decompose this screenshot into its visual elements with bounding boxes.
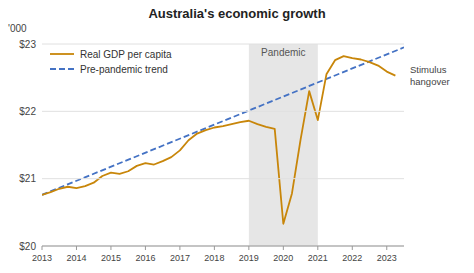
x-tick-label: 2014 <box>66 253 86 263</box>
grid-line <box>42 111 404 112</box>
y-tick-label: $22 <box>19 106 36 117</box>
annotation-line: hangover <box>410 76 450 87</box>
x-tick-label: 2018 <box>204 253 224 263</box>
series-line <box>42 47 404 194</box>
x-tick <box>145 246 146 250</box>
x-tick-label: 2017 <box>170 253 190 263</box>
x-tick-label: 2023 <box>377 253 397 263</box>
y-tick-label: $23 <box>19 39 36 50</box>
x-tick-label: 2021 <box>308 253 328 263</box>
y-tick-label: $21 <box>19 173 36 184</box>
legend-swatch <box>50 68 74 70</box>
x-tick-label: 2019 <box>239 253 259 263</box>
x-tick-label: 2015 <box>101 253 121 263</box>
legend-swatch <box>50 53 74 55</box>
x-tick <box>76 246 77 250</box>
x-tick <box>214 246 215 250</box>
chart: Australia's economic growth '000 $20 $21 $22… <box>0 0 474 273</box>
x-tick-label: 2016 <box>135 253 155 263</box>
x-tick <box>283 246 284 250</box>
annotation-line: Stimulus <box>410 64 447 75</box>
grid-line <box>42 246 404 247</box>
x-tick <box>248 246 249 250</box>
x-axis-line <box>42 246 404 247</box>
title: Australia's economic growth <box>148 6 325 21</box>
grid-line <box>42 178 404 179</box>
x-tick <box>352 246 353 250</box>
legend-label: Pre-pandemic trend <box>80 64 168 75</box>
x-tick-label: 2020 <box>273 253 293 263</box>
series-line <box>42 56 395 224</box>
legend-label: Real GDP per capita <box>80 49 172 60</box>
grid-line <box>42 44 404 45</box>
x-tick <box>110 246 111 250</box>
x-tick-label: 2022 <box>342 253 362 263</box>
y-tick-label: $20 <box>19 241 36 252</box>
y-label: '000 <box>8 23 27 34</box>
x-tick <box>179 246 180 250</box>
plot-area <box>42 44 404 246</box>
x-tick-label: 2013 <box>32 253 52 263</box>
legend: Real GDP per capita Pre-pandemic trend <box>50 49 172 75</box>
x-tick <box>42 246 43 250</box>
annotation: Stimulushangover <box>410 64 450 87</box>
annotation: Pandemic <box>261 47 305 58</box>
x-tick <box>386 246 387 250</box>
x-tick <box>317 246 318 250</box>
